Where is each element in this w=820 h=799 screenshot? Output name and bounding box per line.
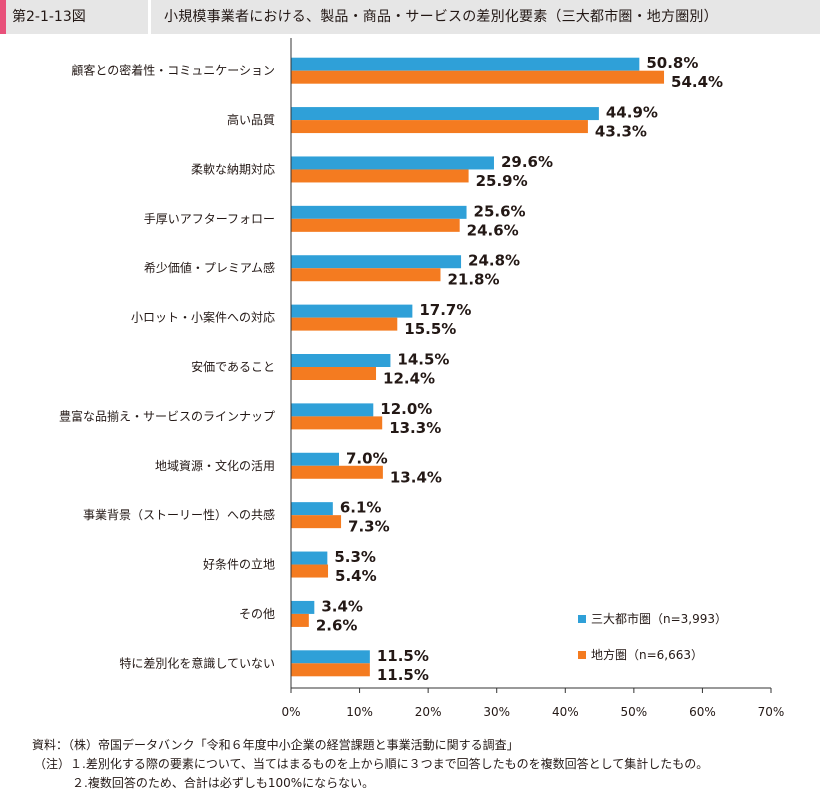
bar-regional: [291, 564, 329, 578]
data-label-regional: 12.4%: [383, 370, 435, 388]
bar-metro: [291, 452, 339, 466]
data-label-metro: 29.6%: [501, 153, 553, 171]
data-label-metro: 14.5%: [397, 351, 449, 369]
data-label-metro: 12.0%: [380, 400, 432, 418]
data-label-regional: 21.8%: [447, 271, 499, 289]
chart-notes: 資料：（株）帝国データバンク「令和６年度中小企業の経営課題と事業活動に関する調査…: [32, 736, 708, 793]
bar-metro: [291, 403, 374, 417]
data-label-metro: 11.5%: [377, 647, 429, 665]
bar-regional: [291, 465, 383, 479]
bar-regional: [291, 613, 309, 627]
category-label: 手厚いアフターフォロー: [144, 212, 275, 226]
category-label: 顧客との密着性・コミュニケーション: [71, 63, 275, 78]
data-label-regional: 13.4%: [390, 468, 442, 486]
x-tick-label: 20%: [415, 705, 442, 719]
data-label-regional: 24.6%: [467, 221, 519, 239]
bar-metro: [291, 205, 467, 219]
data-label-metro: 6.1%: [340, 499, 382, 517]
bar-regional: [291, 416, 383, 430]
bar-regional: [291, 515, 342, 529]
bar-metro: [291, 304, 413, 318]
x-tick-label: 50%: [621, 705, 648, 719]
bar-regional: [291, 169, 469, 183]
data-label-regional: 43.3%: [595, 123, 647, 141]
category-label: 豊富な品揃え・サービスのラインナップ: [59, 408, 275, 423]
legend-label-metro: 三大都市圏（n=3,993）: [591, 611, 727, 626]
bar-metro: [291, 354, 391, 367]
x-tick-label: 60%: [689, 705, 716, 719]
data-label-metro: 3.4%: [321, 597, 363, 615]
bar-metro: [291, 156, 494, 170]
x-tick-label: 10%: [346, 705, 373, 719]
header-separator: [148, 0, 151, 34]
legend-swatch-metro: [578, 615, 586, 623]
category-label: その他: [239, 607, 275, 621]
data-label-regional: 5.4%: [335, 567, 377, 585]
data-label-regional: 2.6%: [316, 616, 358, 634]
x-tick-label: 0%: [281, 705, 300, 719]
x-tick-label: 70%: [758, 705, 785, 719]
x-tick-label: 30%: [483, 705, 510, 719]
bar-metro: [291, 551, 328, 565]
x-tick-label: 40%: [552, 705, 579, 719]
legend-label-regional: 地方圏（n=6,663）: [591, 647, 703, 662]
bar-metro: [291, 502, 333, 516]
category-label: 小ロット・小案件への対応: [131, 310, 275, 325]
data-label-regional: 25.9%: [476, 172, 528, 190]
figure-header: 第2-1-13図 小規模事業者における、製品・商品・サービスの差別化要素（三大都…: [0, 0, 820, 34]
figure-title: 小規模事業者における、製品・商品・サービスの差別化要素（三大都市圏・地方圏別）: [164, 9, 718, 25]
data-label-metro: 5.3%: [334, 548, 376, 566]
bar-metro: [291, 255, 462, 269]
bar-regional: [291, 120, 588, 134]
note-1: （注）１.差別化する際の要素について、当てはまるものを上から順に３つまで回答した…: [34, 757, 709, 771]
category-label: 地域資源・文化の活用: [155, 458, 275, 473]
category-label: 特に差別化を意識していない: [119, 655, 275, 670]
data-label-metro: 44.9%: [606, 104, 658, 122]
category-label: 安価であること: [191, 359, 275, 374]
data-label-metro: 25.6%: [474, 202, 526, 220]
category-label: 希少価値・プレミアム感: [144, 260, 275, 275]
bar-regional: [291, 317, 398, 331]
bar-metro: [291, 600, 315, 614]
category-label: 柔軟な納期対応: [191, 161, 275, 176]
figure-label: 第2-1-13図: [12, 9, 86, 25]
data-label-metro: 7.0%: [346, 449, 388, 467]
bar-chart: 顧客との密着性・コミュニケーション 50.8%54.4% 高い品質 44.9%43.3…: [59, 38, 785, 719]
category-label: 高い品質: [227, 112, 275, 127]
data-label-regional: 7.3%: [348, 518, 390, 536]
source-note: 資料：（株）帝国データバンク「令和６年度中小企業の経営課題と事業活動に関する調査…: [32, 738, 519, 752]
legend-swatch-regional: [578, 651, 586, 659]
bar-metro: [291, 650, 370, 664]
bar-metro: [291, 57, 640, 71]
bar-regional: [291, 218, 460, 232]
data-label-regional: 15.5%: [404, 320, 456, 338]
data-label-regional: 11.5%: [377, 666, 429, 684]
bar-metro: [291, 107, 599, 121]
category-label: 事業背景（ストーリー性）への共感: [83, 507, 275, 522]
header-accent-bar: [0, 0, 6, 34]
data-label-metro: 17.7%: [419, 301, 471, 319]
data-label-metro: 24.8%: [468, 252, 520, 270]
bar-regional: [291, 70, 665, 84]
data-label-regional: 13.3%: [389, 419, 441, 437]
data-label-metro: 50.8%: [646, 54, 698, 72]
bar-regional: [291, 367, 377, 380]
bar-regional: [291, 268, 441, 282]
data-label-regional: 54.4%: [671, 73, 723, 91]
bar-regional: [291, 663, 370, 677]
category-label: 好条件の立地: [203, 557, 275, 572]
note-2: ２.複数回答のため、合計は必ずしも100%にならない。: [72, 776, 375, 790]
